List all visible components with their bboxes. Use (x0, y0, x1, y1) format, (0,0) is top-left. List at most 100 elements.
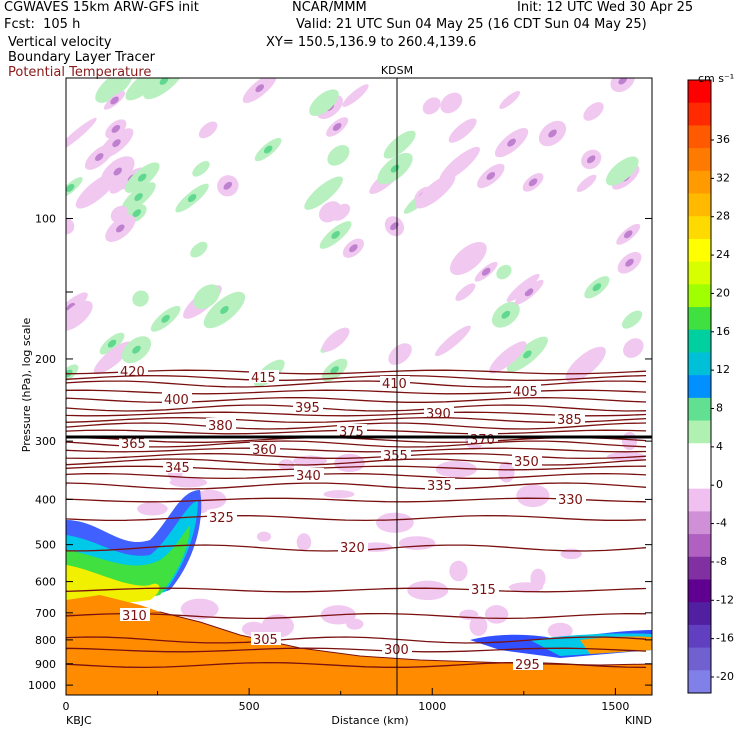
colorbar-label: 36 (716, 133, 730, 146)
colorbar-swatch (688, 511, 711, 535)
colorbar-swatch (688, 465, 711, 490)
theta-label-bg (512, 454, 542, 467)
colorbar-swatch (688, 556, 711, 580)
velocity-cell (326, 117, 349, 137)
theta-label-bg (425, 478, 455, 491)
init-time: Init: 12 UTC Wed 30 Apr 25 (517, 0, 694, 15)
x-tick-label: 500 (239, 700, 260, 713)
velocity-cell (103, 91, 126, 110)
theta-label: 300 (384, 643, 409, 658)
colorbar-swatch (688, 647, 711, 671)
velocity-cell (121, 182, 156, 213)
theta-label: 315 (471, 583, 496, 598)
y-tick-label: 200 (35, 353, 56, 366)
y-tick-label: 600 (35, 576, 56, 589)
theta-contour (66, 472, 647, 480)
theta-label-bg (293, 400, 323, 413)
velocity-cell-low (261, 614, 294, 638)
y-tick-label: 300 (35, 435, 56, 448)
colorbar-swatch (688, 420, 711, 444)
colorbar-label: 12 (716, 363, 730, 376)
velocity-cell (93, 341, 132, 375)
velocity-cell (477, 163, 505, 189)
velocity-cell (455, 283, 476, 301)
y-axis-label: Pressure (hPa), log scale (20, 318, 33, 453)
theta-contour (66, 374, 647, 382)
velocity-cell (388, 343, 412, 365)
theta-label-bg (249, 370, 279, 383)
velocity-cell (99, 332, 125, 355)
theta-contour (66, 389, 647, 395)
colorbar-swatch (688, 534, 711, 558)
theta-label: 395 (295, 401, 320, 416)
velocity-cell (321, 358, 348, 382)
velocity-cell-low (484, 605, 509, 624)
velocity-cell (499, 91, 521, 109)
theta-contour (66, 497, 647, 503)
theta-label-bg (120, 608, 150, 621)
velocity-cell (415, 173, 456, 209)
theta-label-bg (162, 392, 192, 405)
colorbar-label: 4 (716, 440, 723, 453)
colorbar-swatch (688, 488, 711, 512)
velocity-cell (522, 173, 544, 192)
velocity-cell (132, 290, 149, 307)
velocity-cell (538, 120, 567, 147)
x-tick-label: 1500 (601, 700, 629, 713)
colorbar: 36 32 28 24 20 16 12 8 4 0 -4 -8 -12 -16 -20 (687, 79, 734, 694)
velocity-cell (124, 162, 160, 193)
theta-contour (66, 440, 647, 448)
velocity-cell (342, 84, 369, 107)
colorbar-label: 28 (716, 210, 730, 223)
colorbar-swatch (688, 624, 711, 649)
field-boundary-layer-tracer: Boundary Layer Tracer (8, 50, 155, 65)
theta-label: 410 (382, 377, 407, 392)
colorbar-swatch (688, 329, 711, 353)
theta-contour (66, 465, 647, 471)
velocity-cell-low (621, 431, 638, 451)
theta-label-bg (424, 406, 454, 419)
velocity-cell (203, 291, 246, 329)
velocity-cell (435, 325, 471, 357)
velocity-cell (449, 241, 487, 276)
velocity-cell-low (296, 533, 312, 551)
theta-label-bg (511, 384, 541, 397)
colorbar-swatch (688, 307, 711, 331)
theta-contour (66, 647, 647, 653)
velocity-cell (331, 203, 351, 221)
x-tick-label: 1000 (418, 700, 446, 713)
theta-label: 325 (209, 511, 234, 526)
y-tick-label: 400 (35, 493, 56, 506)
colorbar-label: 0 (716, 478, 723, 491)
theta-contour (66, 514, 647, 522)
colorbar-label: 20 (716, 286, 730, 299)
theta-label: 335 (427, 479, 452, 494)
velocity-cell (190, 241, 208, 258)
field-potential-temperature: Potential Temperature (8, 65, 152, 80)
colorbar-label: 16 (716, 325, 730, 338)
colorbar-swatch (688, 216, 711, 240)
colorbar-swatch (688, 80, 711, 104)
colorbar-label: -20 (716, 670, 734, 683)
velocity-cell (506, 273, 540, 302)
colorbar-label: -4 (716, 517, 727, 530)
colorbar-label: 24 (716, 248, 730, 261)
velocity-cell (474, 261, 498, 282)
theta-label-bg (380, 376, 410, 389)
theta-label: 385 (557, 413, 582, 428)
velocity-cell (342, 238, 364, 258)
velocity-cell-low (137, 502, 168, 516)
velocity-cell-low (449, 560, 468, 582)
y-tick-label: 800 (35, 634, 56, 647)
colorbar-swatch (688, 284, 711, 308)
velocity-cell (150, 305, 181, 332)
theta-label-bg (119, 436, 149, 449)
velocity-cell (584, 276, 610, 299)
velocity-cell-low (435, 461, 477, 478)
theta-contour (66, 396, 647, 404)
velocity-cell-low (469, 615, 488, 636)
velocity-cell (621, 310, 643, 329)
velocity-cell (254, 137, 282, 162)
colorbar-label: -12 (716, 593, 734, 606)
theta-contour (66, 452, 647, 460)
